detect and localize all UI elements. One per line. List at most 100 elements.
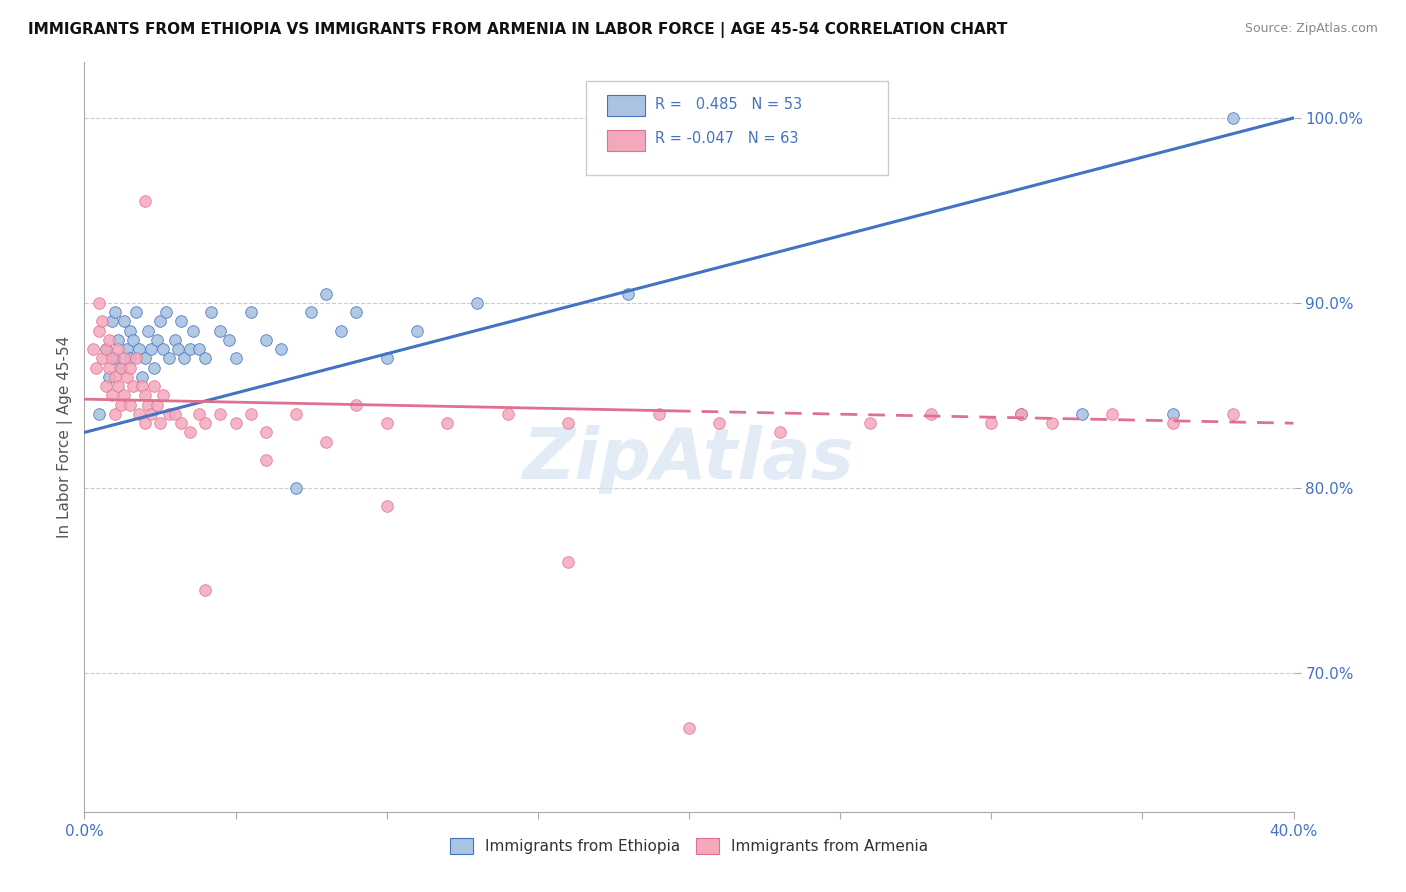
Point	[89, 296, 111, 310]
Text: ZipAtlas: ZipAtlas	[523, 425, 855, 494]
Point	[115, 370, 138, 384]
Point	[82, 342, 104, 356]
Point	[1161, 407, 1184, 421]
Point	[181, 324, 204, 338]
Point	[97, 370, 120, 384]
Point	[194, 351, 217, 366]
Point	[125, 351, 148, 366]
Point	[859, 416, 882, 430]
Point	[112, 351, 135, 366]
Point	[1222, 111, 1244, 125]
Point	[1222, 407, 1244, 421]
Point	[1071, 407, 1094, 421]
Point	[118, 398, 141, 412]
Point	[239, 305, 262, 319]
Point	[134, 416, 156, 430]
Point	[112, 314, 135, 328]
Point	[100, 388, 122, 402]
Point	[134, 388, 156, 402]
Point	[134, 194, 156, 209]
Point	[980, 416, 1002, 430]
Point	[285, 481, 308, 495]
Point	[91, 314, 114, 328]
Point	[557, 555, 579, 569]
Point	[107, 342, 129, 356]
Point	[128, 342, 150, 356]
Point	[254, 333, 277, 347]
Point	[209, 324, 232, 338]
Point	[104, 351, 127, 366]
Point	[170, 416, 193, 430]
Point	[315, 434, 337, 449]
Point	[167, 342, 190, 356]
Point	[375, 416, 398, 430]
Point	[104, 407, 127, 421]
Point	[152, 388, 174, 402]
Point	[107, 379, 129, 393]
Point	[209, 407, 232, 421]
Point	[118, 351, 141, 366]
Point	[254, 425, 277, 440]
Legend: Immigrants from Ethiopia, Immigrants from Armenia: Immigrants from Ethiopia, Immigrants fro…	[444, 832, 934, 860]
Point	[146, 333, 169, 347]
Point	[330, 324, 353, 338]
Point	[1161, 416, 1184, 430]
Text: IMMIGRANTS FROM ETHIOPIA VS IMMIGRANTS FROM ARMENIA IN LABOR FORCE | AGE 45-54 C: IMMIGRANTS FROM ETHIOPIA VS IMMIGRANTS F…	[28, 22, 1008, 38]
Point	[709, 416, 731, 430]
Point	[107, 333, 129, 347]
Point	[115, 342, 138, 356]
Point	[165, 333, 187, 347]
Point	[94, 342, 117, 356]
Point	[89, 324, 111, 338]
Point	[100, 314, 122, 328]
Point	[104, 370, 127, 384]
Point	[139, 342, 162, 356]
Point	[239, 407, 262, 421]
Point	[179, 425, 201, 440]
Text: Source: ZipAtlas.com: Source: ZipAtlas.com	[1244, 22, 1378, 36]
Point	[149, 314, 172, 328]
Point	[346, 305, 368, 319]
Y-axis label: In Labor Force | Age 45-54: In Labor Force | Age 45-54	[58, 336, 73, 538]
Point	[225, 416, 247, 430]
Point	[118, 324, 141, 338]
Point	[769, 425, 792, 440]
Point	[104, 305, 127, 319]
Bar	[607, 130, 645, 151]
Point	[100, 351, 122, 366]
Point	[375, 351, 398, 366]
Point	[375, 500, 398, 514]
Point	[155, 305, 177, 319]
Point	[94, 342, 117, 356]
Point	[97, 333, 120, 347]
Point	[118, 360, 141, 375]
Point	[139, 407, 162, 421]
Point	[315, 286, 337, 301]
Point	[346, 398, 368, 412]
Point	[285, 407, 308, 421]
Point	[110, 360, 132, 375]
Point	[200, 305, 222, 319]
Point	[920, 407, 942, 421]
Point	[467, 296, 489, 310]
Point	[678, 722, 700, 736]
Point	[136, 398, 159, 412]
Point	[617, 286, 640, 301]
Point	[1040, 416, 1063, 430]
Point	[142, 360, 165, 375]
Point	[436, 416, 458, 430]
Point	[86, 360, 108, 375]
Point	[157, 351, 180, 366]
Point	[125, 305, 148, 319]
Point	[131, 379, 153, 393]
Point	[149, 416, 172, 430]
Point	[173, 351, 195, 366]
Point	[188, 342, 211, 356]
Text: R = -0.047   N = 63: R = -0.047 N = 63	[655, 131, 799, 146]
Point	[225, 351, 247, 366]
Point	[165, 407, 187, 421]
Text: R =   0.485   N = 53: R = 0.485 N = 53	[655, 97, 803, 112]
Point	[134, 351, 156, 366]
Point	[179, 342, 201, 356]
FancyBboxPatch shape	[586, 81, 889, 175]
